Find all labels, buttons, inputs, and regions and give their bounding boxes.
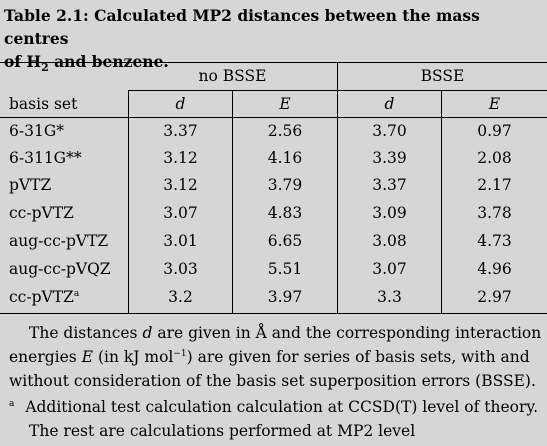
bsse-e-cell: 4.96 <box>477 260 512 278</box>
nobsse-d-cell: 3.07 <box>163 204 198 222</box>
caption-label: Table 2.1: <box>4 6 89 25</box>
basis-set-cell: cc-pVTZa <box>9 287 79 307</box>
note-superscript: −1 <box>173 348 187 359</box>
nobsse-e-cell: 3.79 <box>267 176 303 194</box>
table-caption: Table 2.1: Calculated MP2 distances betw… <box>4 4 544 75</box>
bsse-e-cell: 2.08 <box>477 149 512 167</box>
nobsse-e-cell: 5.51 <box>267 260 303 278</box>
basis-set-cell: 6-31G* <box>9 122 64 140</box>
group-divider <box>337 62 338 313</box>
table-bottom-rule <box>0 313 547 314</box>
note-text: The distances <box>29 324 138 342</box>
bsse-e-cell: 2.97 <box>477 288 512 306</box>
caption-line-1: Table 2.1: Calculated MP2 distances betw… <box>4 4 544 50</box>
note-text: energies <box>9 348 77 366</box>
table-note-line-2: energies E (in kJ mol−1) are given for s… <box>9 345 530 369</box>
bsse-e-cell: 0.97 <box>477 122 512 140</box>
basis-set-cell: 6-311G** <box>9 149 82 167</box>
group-header-no-bsse: no BSSE <box>198 67 267 85</box>
note-text: ) are given for series of basis sets, wi… <box>186 348 530 366</box>
table-top-rule <box>0 62 547 63</box>
bsse-d-cell: 3.37 <box>372 176 407 194</box>
basis-set-cell: pVTZ <box>9 176 52 194</box>
basis-set-cell: cc-pVTZ <box>9 204 74 222</box>
col-header-nobsse-e: E <box>279 95 291 113</box>
bsse-d-cell: 3.70 <box>372 122 407 140</box>
nobsse-d-cell: 3.03 <box>163 260 198 278</box>
note-variable-d: d <box>142 324 153 342</box>
caption-text-2-post: and benzene. <box>54 52 169 71</box>
nobsse-e-cell: 4.16 <box>267 149 303 167</box>
nobsse-e-cell: 3.97 <box>267 288 303 306</box>
nobsse-e-cell: 6.65 <box>267 232 303 250</box>
bsse-column-divider <box>441 90 442 313</box>
footnote-marker: a <box>9 398 15 409</box>
caption-line-2: of H2 and benzene. <box>4 50 544 75</box>
bsse-d-cell: 3.08 <box>372 232 407 250</box>
col-header-bsse-d: d <box>384 95 395 113</box>
caption-text-2-pre: of H <box>4 52 42 71</box>
note-variable-e: E <box>81 348 94 366</box>
nobsse-e-cell: 2.56 <box>267 122 303 140</box>
nobsse-e-cell: 4.83 <box>267 204 303 222</box>
bsse-e-cell: 3.78 <box>477 204 512 222</box>
nobsse-d-cell: 3.37 <box>163 122 198 140</box>
note-text: (in kJ mol <box>97 348 174 366</box>
group-header-bsse: BSSE <box>420 67 465 85</box>
caption-text-1: Calculated MP2 distances between the mas… <box>4 6 480 48</box>
bsse-d-cell: 3.39 <box>372 149 407 167</box>
basis-set-cell: aug-cc-pVQZ <box>9 260 111 278</box>
basis-set-header: basis set <box>9 95 78 113</box>
footnote-line-1: a Additional test calculation calculatio… <box>9 395 538 419</box>
bsse-e-cell: 4.73 <box>477 232 512 250</box>
basis-column-divider <box>128 90 129 313</box>
footnote-marker: a <box>73 288 80 299</box>
bsse-d-cell: 3.09 <box>372 204 407 222</box>
nobsse-d-cell: 3.01 <box>163 232 198 250</box>
caption-subscript: 2 <box>41 61 49 74</box>
col-header-nobsse-d: d <box>175 95 186 113</box>
table-note-line-1: The distances d are given in Å and the c… <box>29 321 541 345</box>
nobsse-d-cell: 3.2 <box>168 288 193 306</box>
footnote-line-2: The rest are calculations performed at M… <box>29 422 416 440</box>
note-text: are given in Å and the corresponding int… <box>157 324 542 342</box>
table-note-line-3: without consideration of the basis set s… <box>9 372 536 390</box>
footnote-text: Additional test calculation calculation … <box>25 398 538 416</box>
basis-set-name: cc-pVTZ <box>9 288 74 306</box>
bsse-d-cell: 3.3 <box>377 288 402 306</box>
nobsse-d-cell: 3.12 <box>163 149 198 167</box>
bsse-e-cell: 2.17 <box>477 176 512 194</box>
nobsse-column-divider <box>232 90 233 313</box>
header-rule <box>0 117 547 118</box>
bsse-d-cell: 3.07 <box>372 260 407 278</box>
nobsse-d-cell: 3.12 <box>163 176 198 194</box>
col-header-bsse-e: E <box>488 95 501 113</box>
basis-set-cell: aug-cc-pVTZ <box>9 232 109 250</box>
